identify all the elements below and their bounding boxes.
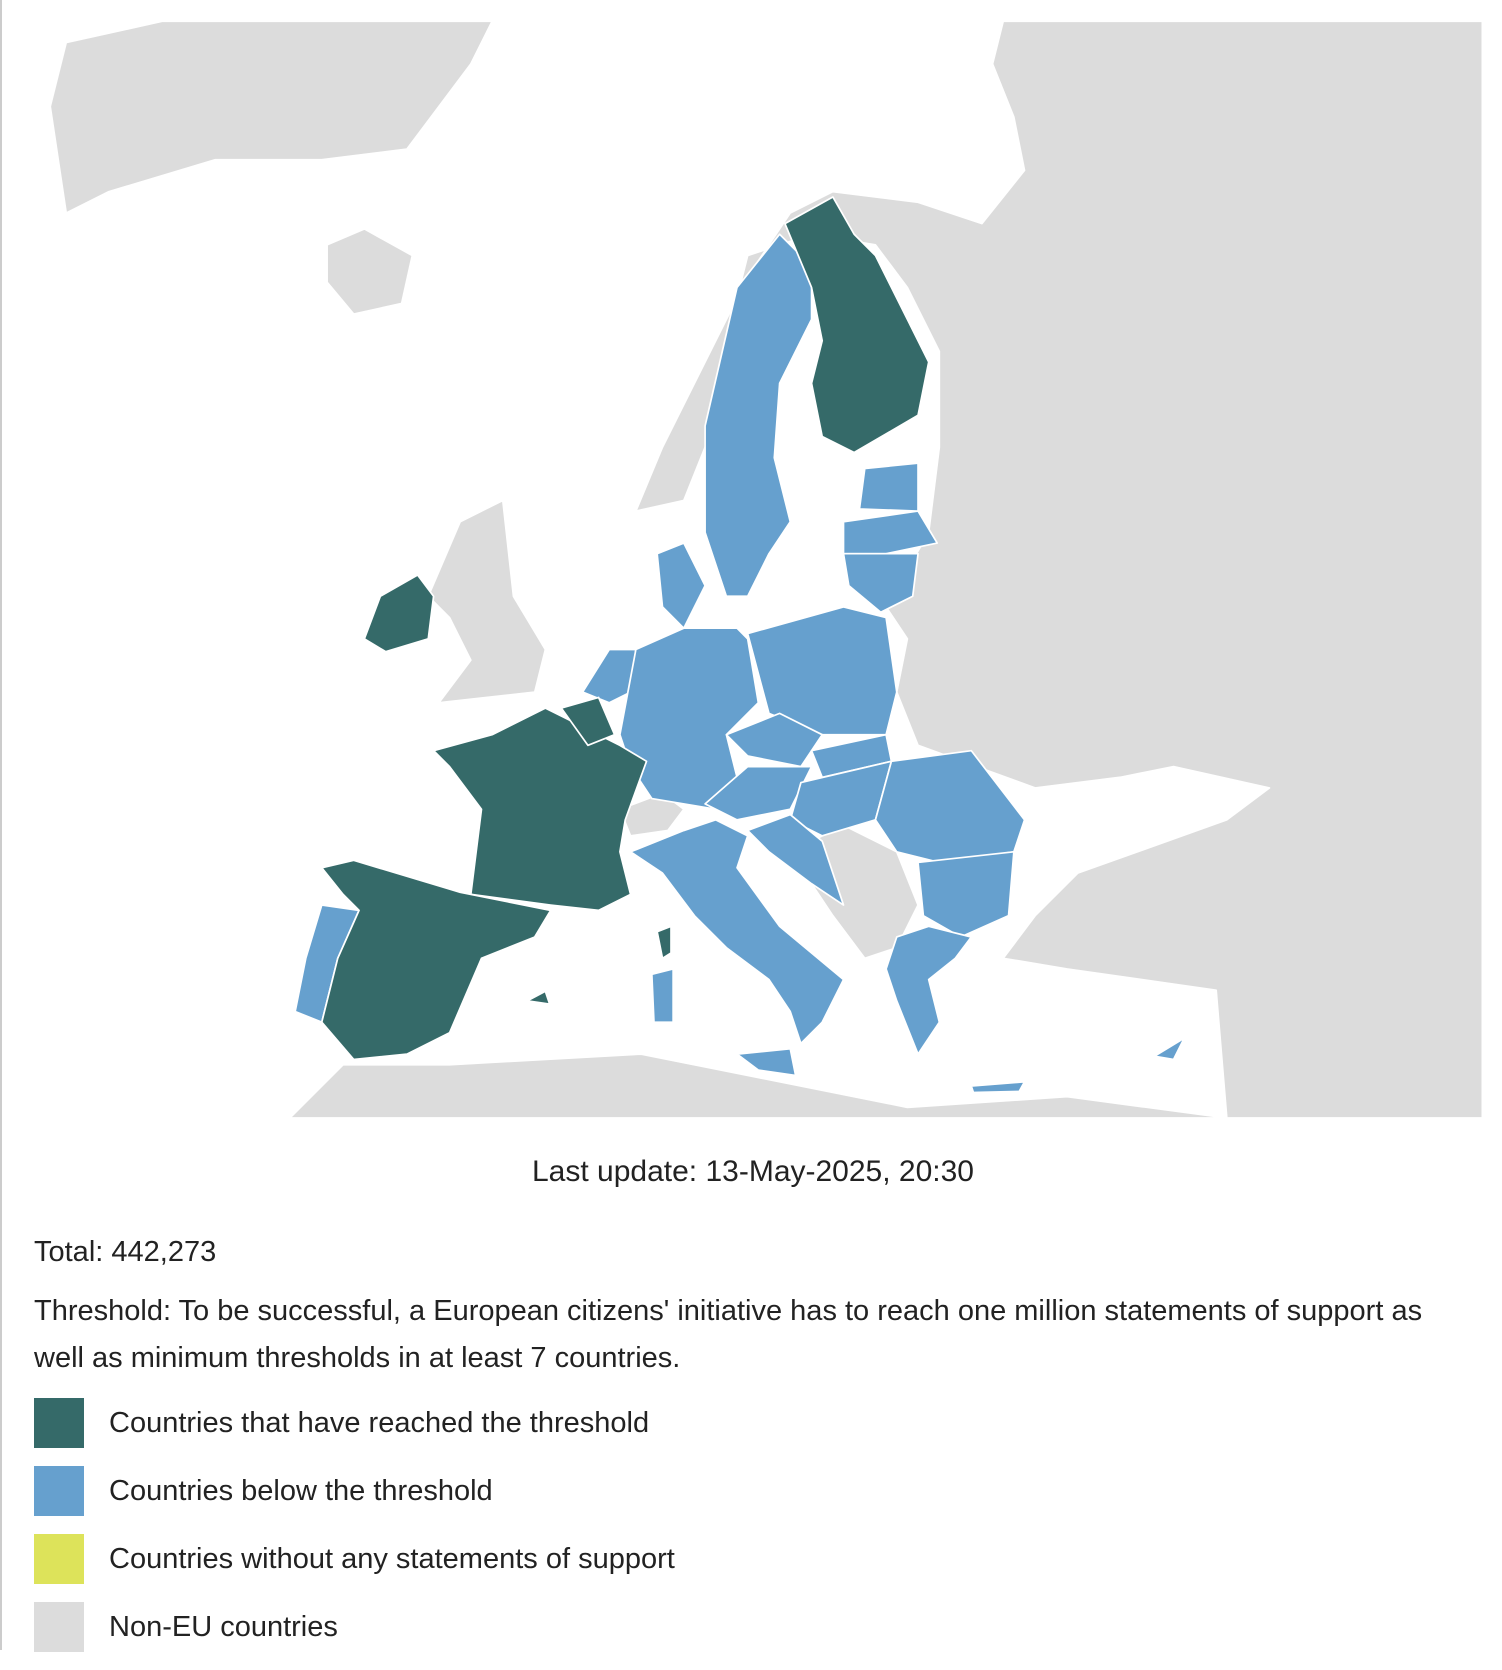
- eu-countries: [294, 196, 1186, 1094]
- iceland: [326, 228, 414, 315]
- legend-swatch: [34, 1534, 84, 1584]
- legend-item: Non-EU countries: [34, 1602, 675, 1652]
- hungary: [789, 760, 893, 837]
- legend-label: Countries that have reached the threshol…: [109, 1406, 650, 1439]
- ireland: [363, 574, 435, 653]
- croatia: [746, 813, 845, 906]
- legend-label: Countries below the threshold: [109, 1474, 493, 1507]
- non-eu-land: [49, 20, 1484, 1118]
- legend-item: Countries that have reached the threshol…: [34, 1398, 675, 1448]
- denmark: [656, 542, 706, 630]
- bulgaria: [917, 850, 1015, 938]
- legend-swatch: [34, 1466, 84, 1516]
- greenland: [49, 20, 493, 214]
- italy: [629, 819, 845, 1045]
- balearics: [526, 990, 551, 1005]
- legend-item: Countries without any statements of supp…: [34, 1534, 675, 1584]
- latvia: [842, 510, 939, 555]
- finland: [784, 196, 930, 454]
- greece: [885, 925, 973, 1055]
- cyprus: [1153, 1037, 1186, 1061]
- map: [49, 20, 1484, 1118]
- last-update: Last update: 13-May-2025, 20:30: [532, 1155, 974, 1188]
- north-africa: [288, 1053, 1228, 1118]
- united-kingdom: [427, 499, 547, 704]
- legend: Countries that have reached the threshol…: [34, 1398, 675, 1670]
- belgium: [560, 696, 616, 747]
- legend-label: Countries without any statements of supp…: [109, 1542, 675, 1575]
- legend-swatch: [34, 1398, 84, 1448]
- crete: [970, 1080, 1026, 1094]
- lithuania: [842, 552, 919, 614]
- sicily: [736, 1047, 797, 1077]
- sweden: [704, 233, 813, 598]
- total: Total: 442,273: [34, 1236, 217, 1268]
- legend-label: Non-EU countries: [109, 1610, 338, 1643]
- threshold-text: Threshold: To be successful, a European …: [34, 1295, 1423, 1374]
- poland: [746, 606, 898, 736]
- corsica: [656, 925, 672, 960]
- spain: [320, 859, 552, 1061]
- legend-swatch: [34, 1602, 84, 1652]
- legend-item: Countries below the threshold: [34, 1466, 675, 1516]
- france: [432, 707, 648, 912]
- eastern-europe: [635, 20, 1484, 1118]
- estonia: [858, 462, 919, 512]
- sardinia: [650, 968, 674, 1024]
